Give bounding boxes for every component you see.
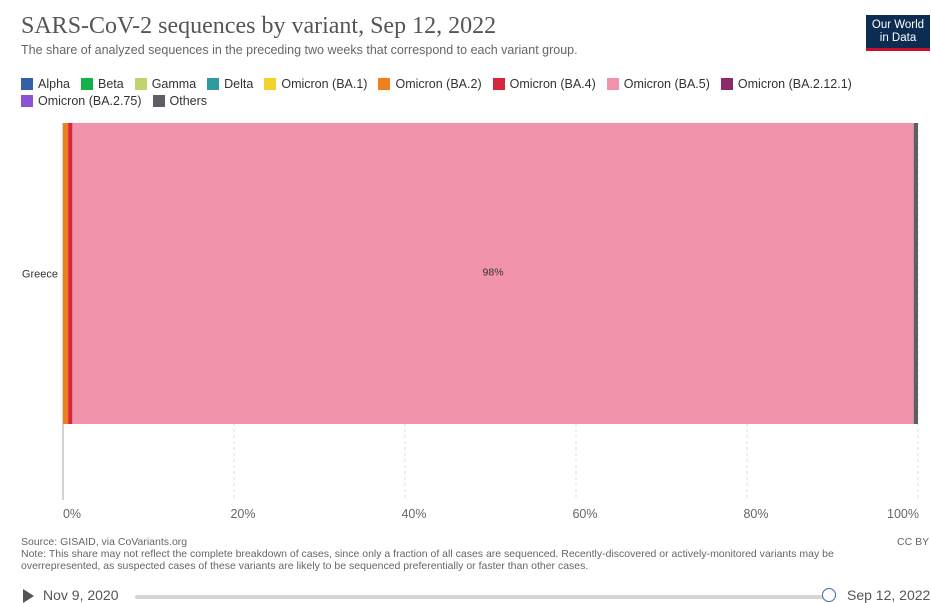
x-tick-label: 0%	[63, 507, 81, 521]
legend-label: Omicron (BA.1)	[281, 76, 368, 91]
legend-item[interactable]: Omicron (BA.2.75)	[21, 92, 142, 109]
legend: Alpha Beta Gamma Delta Omicron (BA.1) Omicron…	[21, 75, 901, 109]
bar-segment	[63, 123, 69, 424]
license-link[interactable]: CC BY	[897, 536, 930, 548]
legend-label: Beta	[97, 76, 124, 91]
legend-item[interactable]: Omicron (BA.1)	[264, 75, 367, 92]
legend-swatch	[720, 77, 733, 90]
legend-label: Omicron (BA.2)	[395, 76, 482, 91]
category-label: Greece	[22, 269, 58, 281]
chart-title: SARS-CoV-2 sequences by variant, Sep 12,…	[21, 13, 497, 39]
bar-segment	[72, 123, 914, 424]
legend-swatch	[378, 77, 391, 90]
legend-item[interactable]: Others	[152, 92, 208, 109]
timeline-handle[interactable]	[822, 588, 836, 602]
legend-swatch	[207, 77, 220, 90]
bar-segment	[913, 123, 918, 424]
note-text: Note: This share may not reflect the com…	[21, 548, 834, 572]
logo-line-1: Our World	[871, 19, 925, 31]
timeline-track[interactable]	[135, 595, 829, 599]
legend-item[interactable]: Omicron (BA.5)	[606, 75, 710, 92]
legend-swatch	[134, 77, 147, 90]
legend-item[interactable]: Omicron (BA.2.12.1)	[720, 75, 852, 92]
legend-item[interactable]: Delta	[207, 75, 253, 92]
legend-swatch	[21, 94, 33, 107]
x-tick-label: 40%	[401, 507, 426, 521]
legend-swatch	[80, 77, 93, 90]
x-tick-label: 60%	[572, 507, 597, 521]
logo-line-2: in Data	[879, 32, 917, 44]
legend-swatch	[492, 77, 505, 90]
legend-label: Gamma	[151, 76, 197, 91]
chart-area: 0% 20% 40% 60% 80% 100% Greece 98%	[22, 123, 919, 521]
legend-item[interactable]: Omicron (BA.2)	[378, 75, 482, 92]
legend-label: Omicron (BA.5)	[623, 76, 710, 91]
legend-label: Others	[169, 93, 208, 108]
timeline-start-label: Nov 9, 2020	[43, 587, 119, 603]
timeline-end-label: Sep 12, 2022	[847, 587, 931, 603]
legend-item[interactable]: Gamma	[134, 75, 197, 92]
legend-item[interactable]: Beta	[80, 75, 124, 92]
legend-label: Omicron (BA.4)	[509, 76, 596, 91]
legend-item[interactable]: Omicron (BA.4)	[492, 75, 596, 92]
legend-label: Delta	[224, 76, 254, 91]
legend-swatch	[21, 77, 33, 90]
x-tick-label: 80%	[743, 507, 768, 521]
play-icon[interactable]	[23, 589, 34, 603]
legend-swatch	[152, 94, 165, 107]
legend-item[interactable]: Alpha	[21, 75, 70, 92]
data-label: 98%	[483, 267, 504, 279]
bar-segment	[68, 123, 73, 424]
legend-label: Omicron (BA.2.12.1)	[737, 76, 852, 91]
timeline: Nov 9, 2020 Sep 12, 2022	[0, 585, 931, 603]
chart-subtitle: The share of analyzed sequences in the p…	[21, 43, 578, 57]
x-tick-label: 20%	[230, 507, 255, 521]
legend-label: Omicron (BA.2.75)	[38, 93, 142, 108]
owid-logo[interactable]: Our World in Data	[866, 15, 930, 51]
legend-label: Alpha	[38, 76, 70, 91]
source-text: Source: GISAID, via CoVariants.org	[21, 536, 188, 548]
source-note: Source: GISAID, via CoVariants.org Note:…	[21, 536, 881, 572]
legend-swatch	[606, 77, 619, 90]
legend-swatch	[264, 77, 277, 90]
x-tick-label: 100%	[887, 507, 919, 521]
